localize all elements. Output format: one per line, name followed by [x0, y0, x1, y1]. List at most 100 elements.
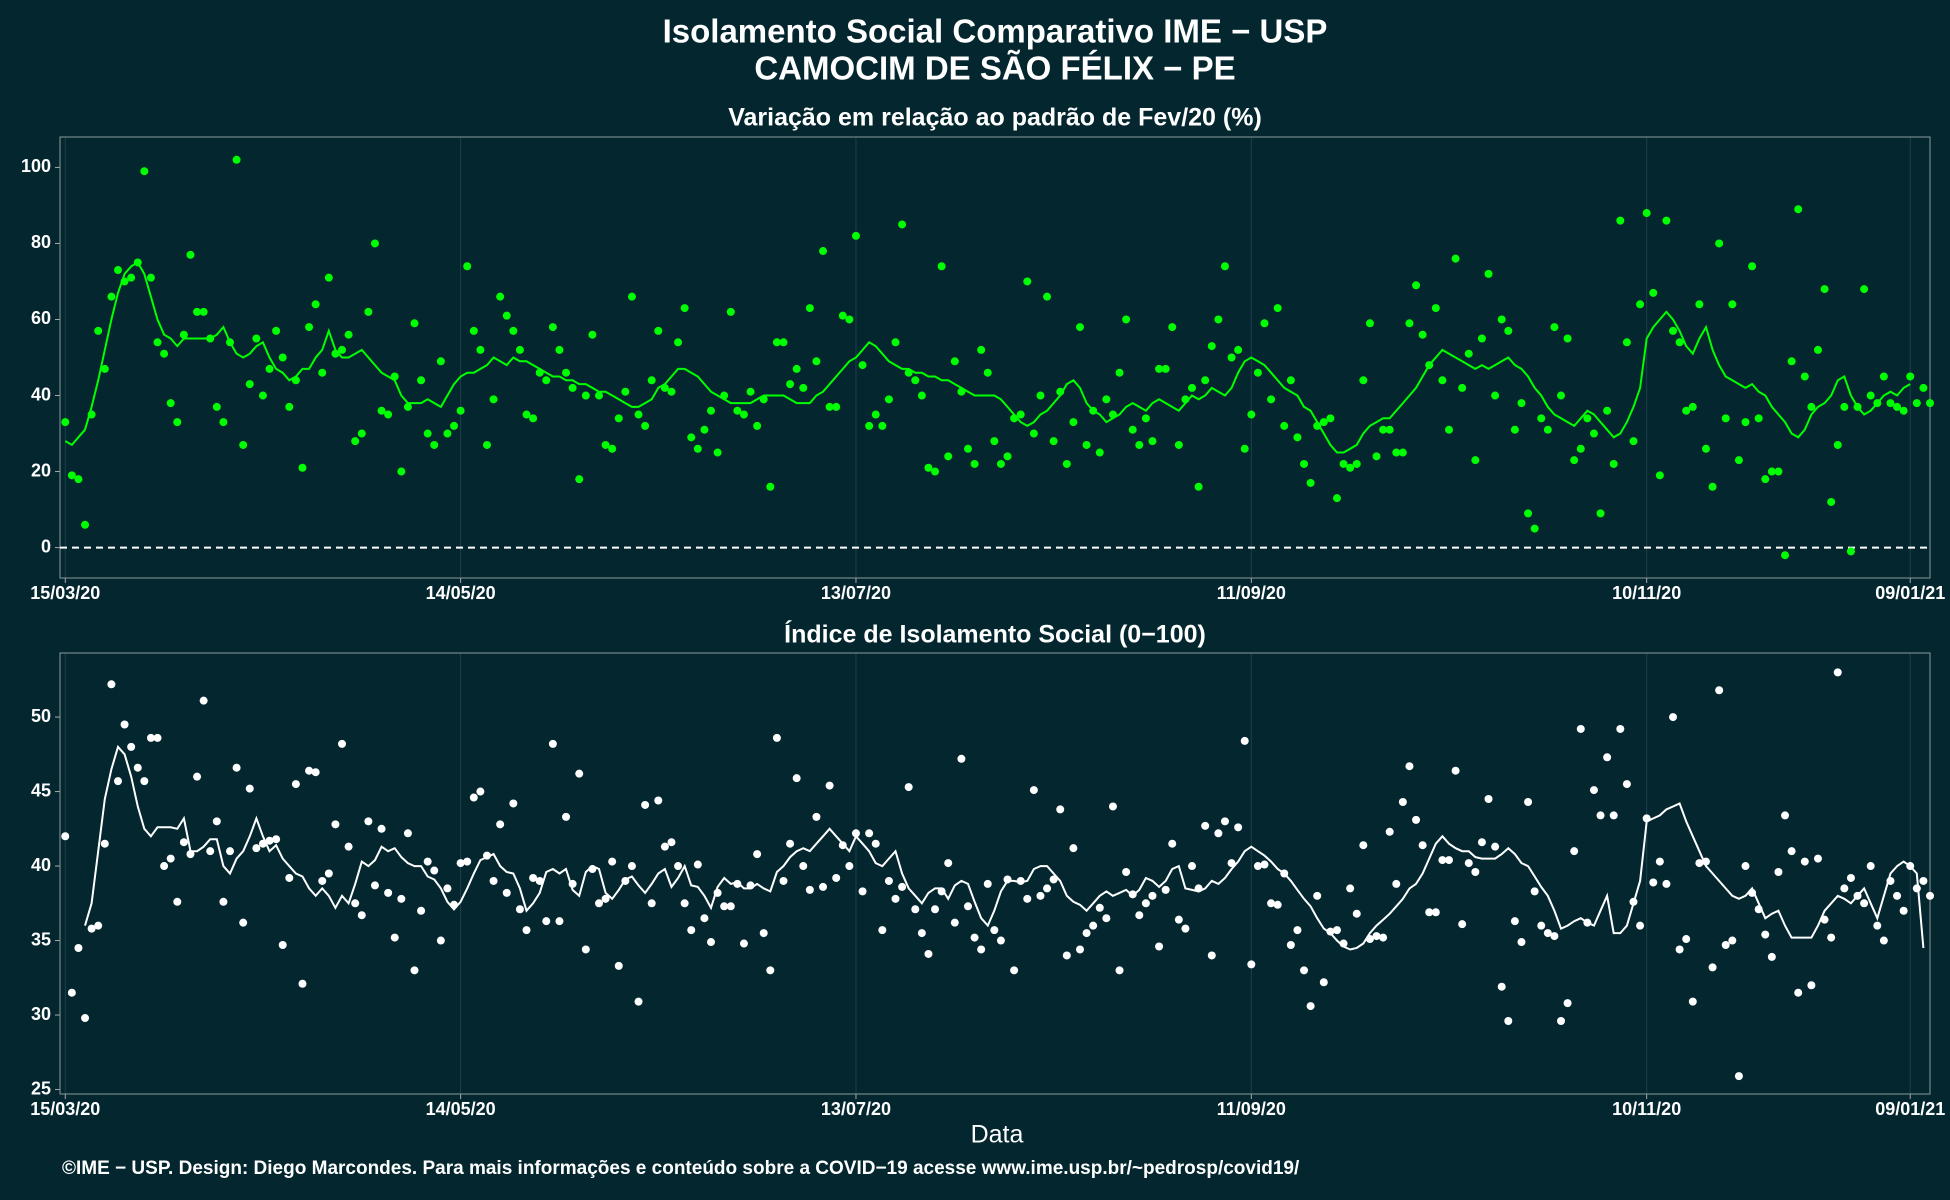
data-point — [1122, 315, 1131, 324]
data-point — [1188, 862, 1197, 871]
data-point — [1781, 811, 1790, 820]
data-point — [1029, 786, 1038, 795]
data-point — [1557, 1016, 1566, 1025]
data-point — [819, 247, 828, 256]
data-point — [1293, 433, 1302, 442]
data-point — [153, 338, 162, 347]
data-point — [272, 835, 281, 844]
data-point — [1563, 999, 1572, 1008]
data-point — [1418, 330, 1427, 339]
data-point — [1188, 383, 1197, 392]
data-point — [1339, 459, 1348, 468]
data-point — [1076, 323, 1084, 332]
data-point — [891, 894, 900, 903]
data-point — [1095, 448, 1104, 457]
data-point — [680, 304, 689, 313]
data-point — [1570, 456, 1579, 465]
data-point — [1267, 395, 1276, 404]
data-point — [1912, 399, 1921, 408]
plot-border — [59, 652, 1931, 1095]
data-point — [1227, 859, 1236, 868]
data-point — [1260, 860, 1269, 869]
data-point — [1326, 927, 1335, 936]
data-point — [265, 836, 274, 845]
data-point — [977, 945, 986, 954]
data-point — [1675, 338, 1684, 347]
data-point — [1346, 463, 1355, 472]
data-point — [1794, 205, 1803, 214]
data-point — [1082, 929, 1091, 938]
data-point — [529, 414, 538, 423]
data-point — [298, 979, 307, 988]
data-point — [1201, 376, 1210, 385]
data-point — [430, 866, 439, 875]
data-point — [522, 410, 531, 419]
data-point — [489, 395, 498, 404]
data-point — [865, 421, 874, 430]
data-point — [766, 482, 775, 491]
data-point — [878, 421, 887, 430]
data-point — [851, 829, 860, 838]
data-point — [575, 769, 584, 778]
data-point — [509, 326, 518, 335]
data-point — [1860, 285, 1869, 294]
data-point — [1043, 884, 1052, 893]
data-point — [1128, 890, 1137, 899]
data-point — [1392, 879, 1401, 888]
data-point — [594, 899, 603, 908]
data-point — [436, 357, 445, 366]
data-point — [370, 239, 379, 248]
data-point — [621, 387, 630, 396]
data-point — [1227, 353, 1236, 362]
data-point — [529, 873, 538, 882]
data-point — [496, 820, 505, 829]
data-point — [120, 720, 129, 729]
data-point — [641, 421, 650, 430]
data-point — [825, 402, 834, 411]
data-point — [1049, 437, 1058, 446]
data-point — [311, 768, 320, 777]
data-point — [1669, 326, 1678, 335]
data-point — [1695, 859, 1704, 868]
data-point — [1451, 254, 1460, 263]
data-point — [1431, 908, 1440, 917]
data-point — [667, 387, 676, 396]
data-point — [403, 829, 412, 838]
data-point — [1115, 966, 1124, 975]
data-point — [1306, 1002, 1315, 1011]
data-point — [1675, 945, 1684, 954]
data-point — [1550, 932, 1559, 941]
data-point — [1359, 376, 1368, 385]
data-point — [331, 820, 340, 829]
data-point — [1181, 924, 1190, 933]
data-point — [61, 832, 70, 841]
data-point — [113, 266, 122, 275]
data-point — [1247, 960, 1256, 969]
data-point — [937, 262, 946, 271]
data-point — [397, 894, 406, 903]
data-point — [1794, 988, 1803, 997]
data-point — [819, 882, 828, 891]
data-point — [707, 938, 716, 947]
data-point — [476, 345, 485, 354]
data-point — [1728, 300, 1737, 309]
data-point — [1708, 482, 1717, 491]
data-point — [1155, 364, 1164, 373]
data-point — [1774, 467, 1783, 476]
data-point — [1444, 856, 1453, 865]
data-point — [1451, 766, 1460, 775]
data-point — [357, 429, 366, 438]
data-point — [726, 902, 735, 911]
data-point — [812, 357, 821, 366]
y-tick-label: 0 — [41, 536, 51, 556]
data-point — [1398, 797, 1407, 806]
data-point — [509, 799, 518, 808]
data-point — [720, 902, 729, 911]
data-point — [562, 368, 571, 377]
data-point — [206, 847, 215, 856]
data-point — [1056, 805, 1065, 814]
data-point — [166, 399, 175, 408]
data-point — [891, 338, 900, 347]
data-point — [1734, 456, 1743, 465]
